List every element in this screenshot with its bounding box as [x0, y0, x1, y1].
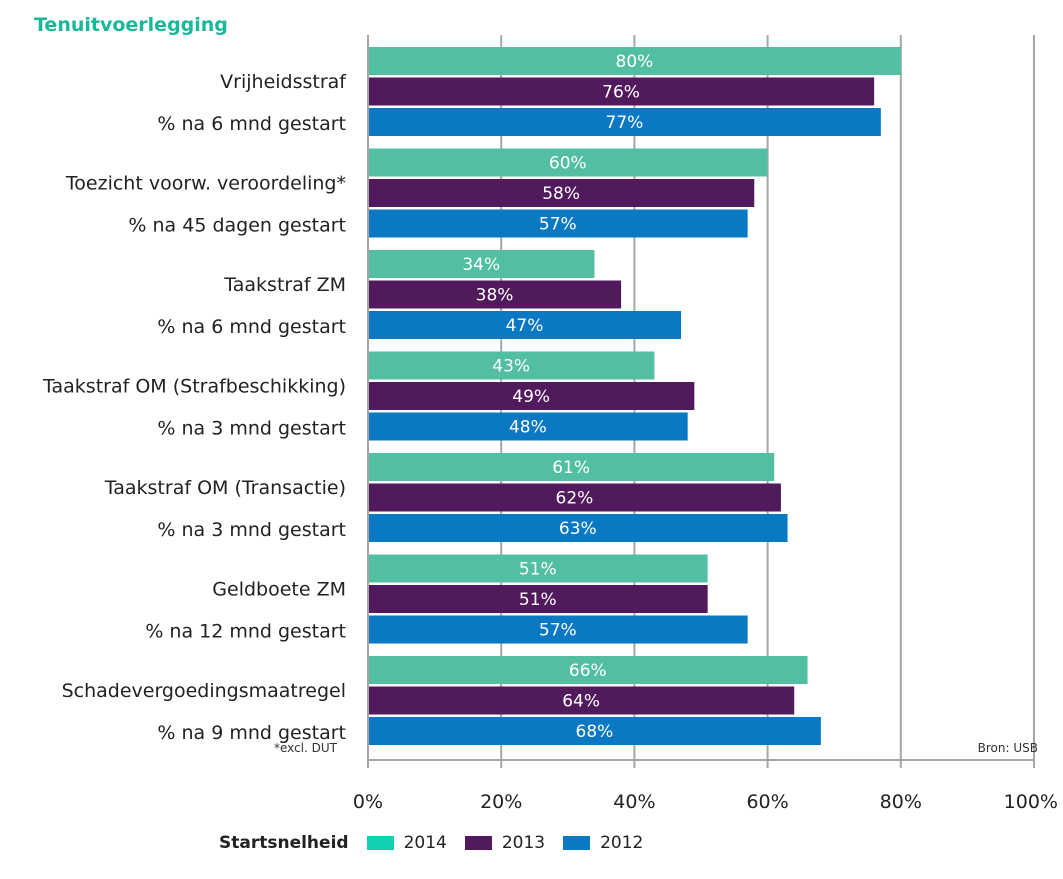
category-label-2: Toezicht voorw. veroordeling* [65, 173, 346, 195]
legend-item-2014: 2014 [366, 833, 447, 853]
bar-label-2013-4: 49% [512, 387, 550, 407]
bar-2012-4 [368, 412, 688, 441]
category-label-4: Taakstraf OM (Strafbeschikking) [42, 376, 346, 398]
bar-label-2014-4: 43% [492, 357, 530, 377]
x-tick-label-20: 20% [480, 791, 522, 813]
source-note: Bron: USB [977, 741, 1038, 755]
bar-label-2012-7: 68% [576, 722, 614, 742]
category-label-1: Vrijheidsstraf [220, 71, 347, 93]
bar-label-2012-2: 57% [539, 215, 577, 235]
bar-label-2014-2: 60% [549, 154, 587, 174]
bar-2013-7 [368, 686, 795, 715]
category-sublabel-7: % na 9 mnd gestart [157, 722, 346, 744]
x-tick-label-40: 40% [613, 791, 655, 813]
bar-label-2012-1: 77% [606, 113, 644, 133]
legend: Startsnelheid 2014 2013 2012 [219, 833, 661, 853]
bar-2013-4 [368, 382, 695, 410]
bar-2013-5 [368, 483, 781, 512]
category-sublabel-6: % na 12 mnd gestart [145, 621, 346, 643]
legend-title: Startsnelheid [219, 833, 349, 853]
bar-chart: 80% 76% 77% Vrijheidsstraf % na 6 mnd gestar… [42, 35, 1058, 813]
bar-label-2013-3: 38% [476, 286, 514, 306]
bar-2014-5 [368, 453, 775, 481]
legend-label-2012: 2012 [600, 833, 644, 853]
bar-label-2013-5: 62% [556, 489, 594, 509]
bar-2012-5 [368, 514, 788, 542]
legend-swatch-2012 [563, 836, 591, 850]
bar-label-2012-3: 47% [506, 316, 544, 336]
footnote: *excl. DUT [274, 741, 337, 755]
bar-2012-7 [368, 717, 821, 745]
bar-label-2013-7: 64% [562, 692, 600, 712]
bar-2013-1 [368, 77, 875, 106]
category-sublabel-2: % na 45 dagen gestart [128, 215, 346, 237]
bar-label-2014-3: 34% [462, 255, 500, 275]
bar-2014-1 [368, 47, 901, 75]
x-tick-label-100: 100% [1004, 791, 1058, 813]
bar-2014-6 [368, 554, 708, 583]
bar-label-2013-2: 58% [542, 184, 580, 204]
category-label-5: Taakstraf OM (Transactie) [104, 477, 346, 499]
bar-2013-6 [368, 585, 708, 613]
bar-label-2014-5: 61% [552, 458, 590, 478]
bar-label-2014-1: 80% [616, 52, 654, 72]
category-sublabel-4: % na 3 mnd gestart [157, 418, 346, 440]
legend-item-2013: 2013 [464, 833, 546, 853]
bar-label-2014-6: 51% [519, 560, 557, 580]
bar-2014-7 [368, 656, 808, 684]
x-tick-label-60: 60% [746, 791, 788, 813]
bar-label-2012-6: 57% [539, 621, 577, 641]
category-label-7: Schadevergoedingsmaatregel [62, 680, 346, 702]
bar-2012-3 [368, 311, 682, 339]
bar-2012-2 [368, 209, 748, 238]
legend-item-2012: 2012 [563, 833, 643, 853]
bar-label-2013-6: 51% [519, 590, 557, 610]
bar-2014-2 [368, 148, 768, 177]
category-sublabel-3: % na 6 mnd gestart [157, 316, 346, 338]
chart-title: Tenuitvoerlegging [34, 14, 228, 36]
x-tick-label-80: 80% [880, 791, 922, 813]
legend-swatch-2013 [464, 836, 492, 850]
legend-swatch-2014 [366, 836, 394, 850]
bar-2013-3 [368, 280, 622, 309]
category-label-3: Taakstraf ZM [223, 274, 346, 296]
legend-label-2014: 2014 [403, 833, 447, 853]
bar-2013-2 [368, 179, 755, 207]
category-label-6: Geldboete ZM [212, 579, 346, 601]
bar-label-2012-5: 63% [559, 519, 597, 539]
legend-label-2013: 2013 [501, 833, 546, 853]
category-sublabel-1: % na 6 mnd gestart [157, 113, 346, 135]
category-sublabel-5: % na 3 mnd gestart [157, 519, 346, 541]
x-tick-label-0: 0% [353, 791, 383, 813]
bar-2012-1 [368, 108, 881, 136]
bar-2012-6 [368, 615, 748, 644]
bar-label-2013-1: 76% [602, 83, 640, 103]
bar-2014-4 [368, 351, 655, 380]
bar-2014-3 [368, 250, 595, 278]
bar-label-2012-4: 48% [509, 418, 547, 438]
bar-label-2014-7: 66% [569, 661, 607, 681]
